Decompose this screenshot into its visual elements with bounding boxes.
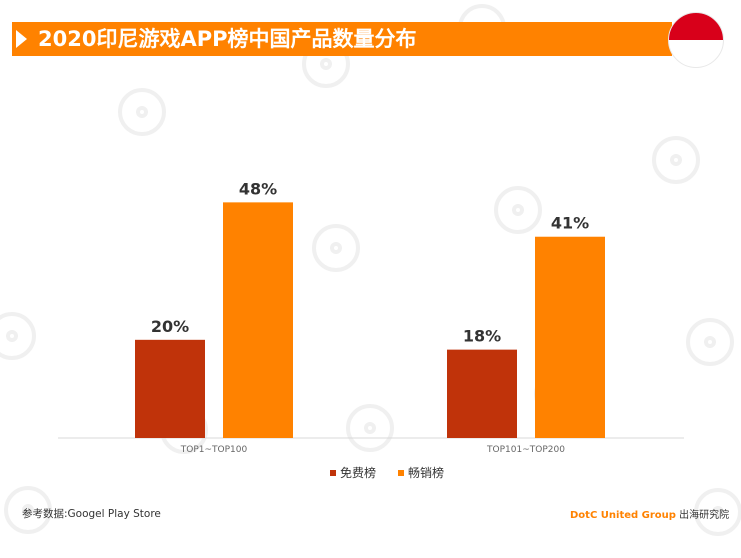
chart-legend: 免费榜 畅销榜	[330, 464, 444, 481]
legend-swatch-grossing	[398, 469, 405, 476]
watermark-logo	[694, 488, 741, 536]
x-tick-label: TOP1~TOP100	[180, 445, 248, 455]
watermark-logo	[0, 312, 36, 360]
data-label: 18%	[463, 327, 501, 346]
legend-item-grossing: 畅销榜	[398, 464, 444, 481]
watermark-logo	[346, 404, 394, 452]
title-bar: 2020印尼游戏APP榜中国产品数量分布	[12, 22, 672, 56]
bar-free-1	[135, 339, 205, 438]
watermark-logo	[494, 186, 542, 234]
legend-label-grossing: 畅销榜	[408, 466, 445, 480]
page-title: 2020印尼游戏APP榜中国产品数量分布	[38, 27, 417, 51]
data-label: 48%	[239, 179, 277, 198]
brand-name: DotC United Group	[570, 510, 676, 521]
brand-credit: DotC United Group 出海研究院	[570, 506, 729, 521]
legend-item-free: 免费榜	[330, 464, 376, 481]
title-arrow-icon	[16, 30, 27, 48]
bar-grossing-2	[535, 236, 605, 438]
watermark-logo	[652, 136, 700, 184]
data-label: 20%	[151, 317, 189, 336]
watermark-logo	[312, 224, 360, 272]
watermark-logo	[686, 318, 734, 366]
watermark-logo	[4, 486, 52, 534]
brand-institute: 出海研究院	[679, 510, 730, 521]
x-tick-label: TOP101~TOP200	[486, 445, 565, 455]
watermark-logo	[118, 88, 166, 136]
bar-free-2	[447, 349, 517, 438]
legend-swatch-free	[330, 469, 336, 476]
data-source: 参考数据:Googel Play Store	[22, 508, 161, 520]
indonesia-flag-icon	[668, 12, 724, 68]
bar-grossing-1	[223, 202, 293, 438]
data-label: 41%	[551, 214, 589, 233]
legend-label-free: 免费榜	[340, 466, 377, 480]
